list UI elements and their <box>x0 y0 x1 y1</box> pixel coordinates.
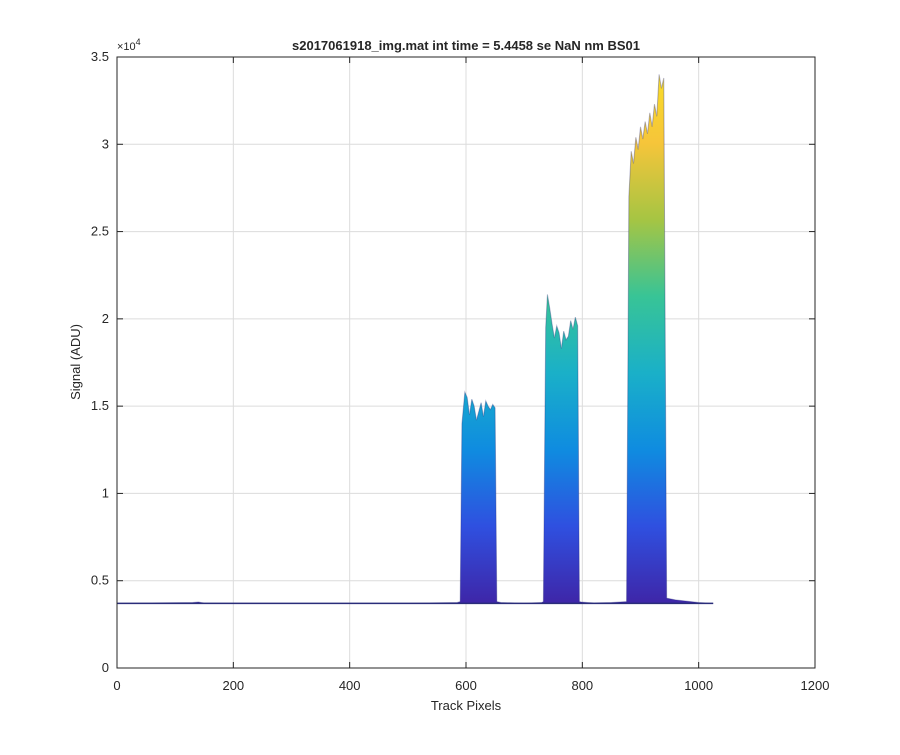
y-exponent-label: ×104 <box>117 37 141 53</box>
y-tick-label: 2 <box>102 311 109 326</box>
x-axis-label: Track Pixels <box>431 698 502 713</box>
y-axis-label: Signal (ADU) <box>68 324 83 400</box>
y-tick-label: 0 <box>102 660 109 675</box>
y-tick-label: 3 <box>102 136 109 151</box>
series-area <box>117 74 714 604</box>
y-tick-label: 1.5 <box>91 398 109 413</box>
ticks: 0 200 400 600 800 1000 1200 0 0.5 1 1.5 2 2.5 3 3.5 <box>91 49 830 693</box>
x-tick-label: 400 <box>339 678 361 693</box>
x-tick-label: 200 <box>222 678 244 693</box>
x-tick-label: 1000 <box>684 678 713 693</box>
x-tick-label: 1200 <box>801 678 830 693</box>
y-tick-label: 2.5 <box>91 224 109 239</box>
y-tick-label: 1 <box>102 485 109 500</box>
x-tick-label: 600 <box>455 678 477 693</box>
chart-title: s2017061918_img.mat int time = 5.4458 se… <box>292 38 640 53</box>
x-tick-label: 0 <box>113 678 120 693</box>
y-tick-label: 0.5 <box>91 573 109 588</box>
data-layer <box>117 74 714 605</box>
y-tick-label: 3.5 <box>91 49 109 64</box>
y-exponent-power: 4 <box>136 37 141 47</box>
series-line <box>117 74 714 604</box>
x-tick-label: 800 <box>571 678 593 693</box>
y-exponent-base: ×10 <box>117 41 136 53</box>
